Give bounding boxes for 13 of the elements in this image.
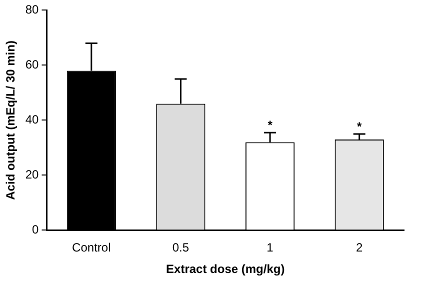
x-tick-label: 1 bbox=[266, 240, 274, 255]
x-tick-label: 2 bbox=[356, 240, 363, 255]
x-tick-label: 0.5 bbox=[172, 240, 190, 255]
y-tick-label: 60 bbox=[25, 58, 40, 72]
y-tick-label: 80 bbox=[25, 2, 40, 17]
annotation: * bbox=[268, 118, 273, 132]
y-axis-title: Acid output (mEq/L/ 30 min) bbox=[4, 40, 18, 200]
y-tick-label: 0 bbox=[32, 222, 40, 237]
x-axis-title: Extract dose (mg/kg) bbox=[166, 262, 285, 276]
x-tick-label: Control bbox=[72, 240, 111, 255]
y-tick-label: 40 bbox=[25, 112, 40, 127]
annotation: * bbox=[357, 119, 362, 134]
y-tick-label: 20 bbox=[25, 168, 40, 182]
